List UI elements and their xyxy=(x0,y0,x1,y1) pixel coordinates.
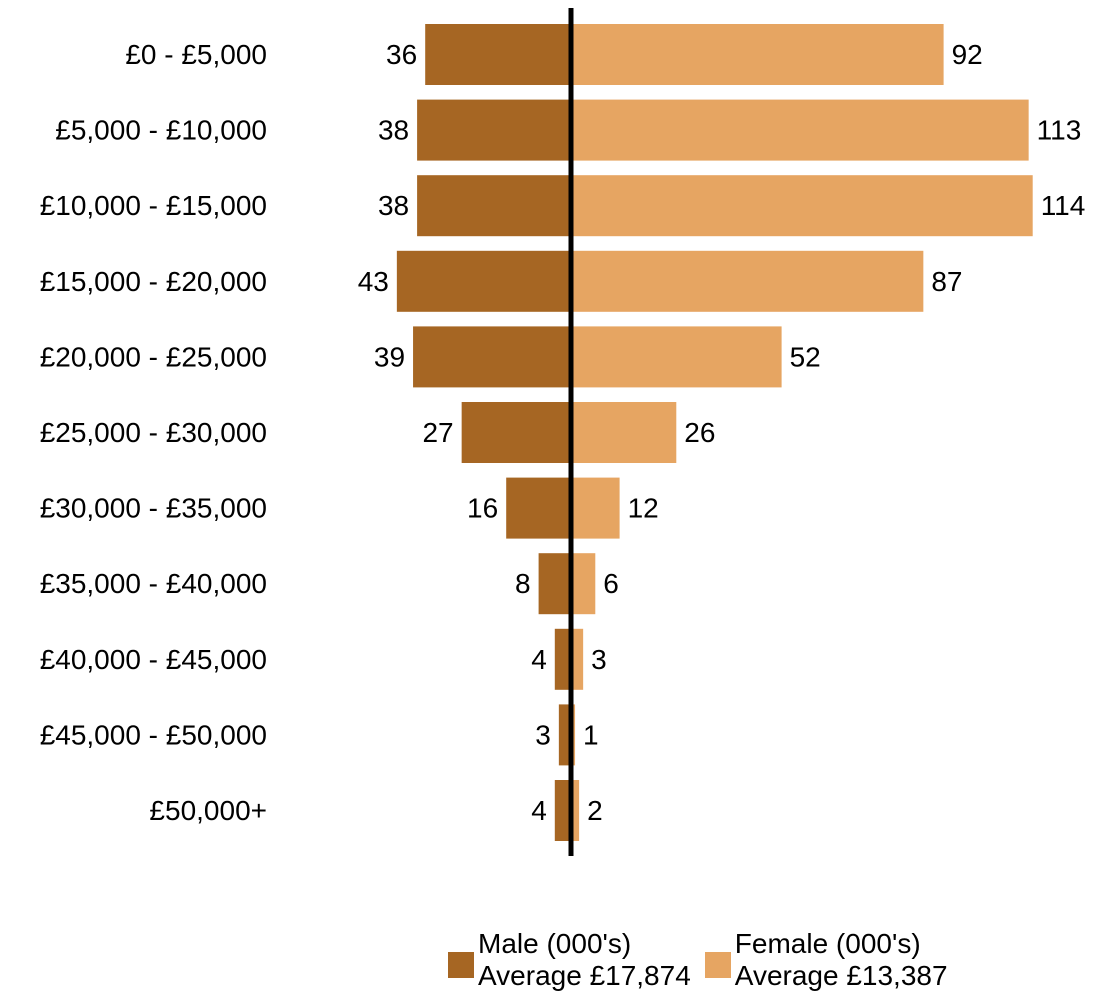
value-label-male: 4 xyxy=(531,644,547,675)
category-label: £25,000 - £30,000 xyxy=(40,417,267,448)
legend: Male (000's) Average £17,874 Female (000… xyxy=(448,928,948,992)
labels-layer: £0 - £5,000 36 92£5,000 - £10,000 38 113£10,… xyxy=(40,39,1086,826)
category-label: £50,000+ xyxy=(149,795,267,826)
bar-female xyxy=(571,477,620,539)
value-label-male: 4 xyxy=(531,795,547,826)
bar-female xyxy=(571,175,1033,237)
bar-female xyxy=(571,628,584,690)
value-label-female: 113 xyxy=(1037,115,1082,146)
value-label-male: 39 xyxy=(374,341,405,372)
category-label: £0 - £5,000 xyxy=(125,39,267,70)
value-label-male: 36 xyxy=(386,39,417,70)
value-label-female: 87 xyxy=(931,266,962,297)
value-label-male: 3 xyxy=(535,719,551,750)
value-label-female: 114 xyxy=(1041,190,1086,221)
value-label-female: 92 xyxy=(952,39,983,70)
bar-male xyxy=(425,24,571,85)
bar-male xyxy=(554,780,571,841)
bar-male xyxy=(417,99,571,161)
legend-average-female: Average £13,387 xyxy=(734,960,948,991)
value-label-female: 3 xyxy=(591,644,607,675)
category-label: £10,000 - £15,000 xyxy=(40,190,267,221)
value-label-male: 38 xyxy=(378,190,409,221)
value-label-male: 8 xyxy=(515,568,531,599)
category-label: £35,000 - £40,000 xyxy=(40,568,267,599)
bar-female xyxy=(571,99,1029,161)
value-label-female: 52 xyxy=(790,341,821,372)
bar-female xyxy=(571,326,782,388)
category-label: £20,000 - £25,000 xyxy=(40,341,267,372)
category-label: £15,000 - £20,000 xyxy=(40,266,267,297)
value-label-female: 1 xyxy=(583,719,599,750)
legend-swatch-female xyxy=(704,952,731,978)
legend-item-female: Female (000's) Average £13,387 xyxy=(704,928,948,992)
value-label-female: 12 xyxy=(628,493,659,524)
legend-label-female: Female (000's) xyxy=(734,928,921,959)
legend-text-male: Male (000's) Average £17,874 xyxy=(478,928,691,992)
bar-male xyxy=(558,704,571,766)
bar-female xyxy=(571,553,596,615)
legend-average-male: Average £17,874 xyxy=(478,960,691,991)
bar-male xyxy=(396,250,571,312)
legend-text-female: Female (000's) Average £13,387 xyxy=(735,928,948,992)
value-label-male: 43 xyxy=(358,266,389,297)
bar-male xyxy=(461,402,571,463)
bar-female xyxy=(571,780,580,841)
bar-female xyxy=(571,24,944,85)
value-label-female: 2 xyxy=(587,795,603,826)
bar-female xyxy=(571,250,924,312)
value-label-male: 27 xyxy=(422,417,453,448)
value-label-male: 38 xyxy=(378,115,409,146)
bar-male xyxy=(413,326,571,388)
value-label-female: 6 xyxy=(603,568,619,599)
legend-item-male: Male (000's) Average £17,874 xyxy=(448,928,691,992)
category-label: £40,000 - £45,000 xyxy=(40,644,267,675)
bar-male xyxy=(417,175,571,237)
bar-male xyxy=(538,553,571,615)
legend-swatch-male xyxy=(448,952,474,978)
bars-layer xyxy=(396,24,1033,841)
bar-male xyxy=(506,477,571,539)
category-label: £30,000 - £35,000 xyxy=(40,493,267,524)
value-label-male: 16 xyxy=(467,493,498,524)
category-label: £5,000 - £10,000 xyxy=(55,115,267,146)
bar-female xyxy=(571,402,677,463)
value-label-female: 26 xyxy=(684,417,715,448)
bar-male xyxy=(554,628,571,690)
category-label: £45,000 - £50,000 xyxy=(40,719,267,750)
legend-label-male: Male (000's) xyxy=(478,928,632,959)
